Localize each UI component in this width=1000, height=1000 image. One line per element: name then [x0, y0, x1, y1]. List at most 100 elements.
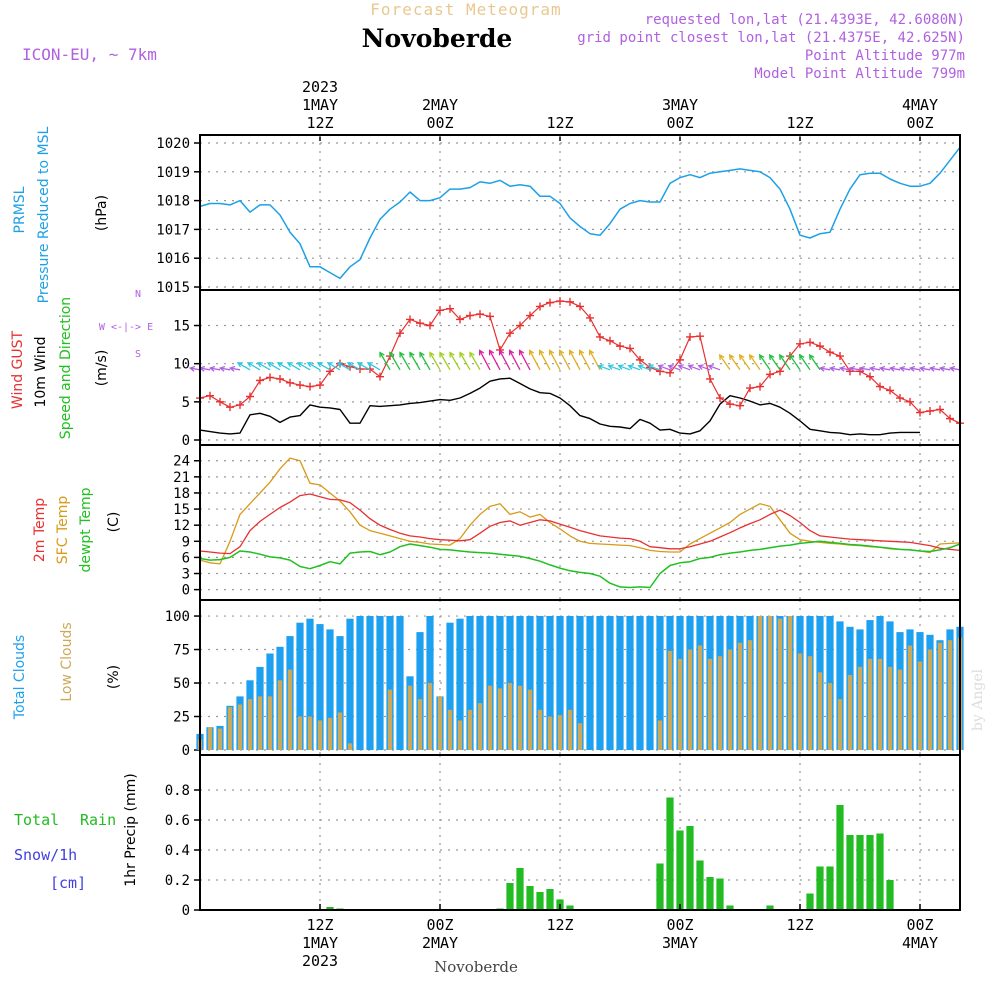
- wind-direction-arrow: [218, 365, 231, 372]
- gust-point: [526, 311, 534, 320]
- wind-direction-arrow: [459, 351, 471, 371]
- clouds-ytick-label: 50: [173, 676, 190, 692]
- wind-gust-line: [199, 300, 961, 424]
- low-cloud-bar: [477, 703, 483, 750]
- total-cloud-bar: [556, 616, 564, 750]
- low-cloud-bar: [557, 715, 563, 750]
- low-cloud-bar: [717, 656, 723, 750]
- low-cloud-bar: [217, 728, 223, 750]
- rain-bar: [666, 797, 674, 910]
- low-cloud-bar: [267, 696, 273, 750]
- wind-direction-arrow: [558, 349, 571, 371]
- gust-point: [676, 355, 684, 364]
- gust-point: [896, 394, 904, 403]
- top-axis-label: 3MAY: [662, 96, 698, 114]
- pressure-panel: 1015 1016 1017 1018 1019 1020 PRMSL Pressure …: [12, 126, 961, 303]
- low-cloud-bar: [457, 720, 463, 750]
- gust-point: [296, 381, 304, 390]
- wind-direction-arrow: [778, 353, 791, 371]
- gust-point: [456, 315, 464, 324]
- wind-direction-arrow: [256, 362, 271, 371]
- precip-ytick-label: 0.2: [165, 873, 190, 889]
- temperature-ytick-label: 6: [182, 550, 190, 566]
- low-cloud-bar: [887, 666, 893, 750]
- total-cloud-bar: [466, 616, 474, 750]
- precip-ytick-label: 0.8: [165, 783, 190, 799]
- bottom-axis-label: 00Z: [666, 916, 693, 934]
- gust-point: [216, 397, 224, 406]
- pressure-ytick-label: 1017: [156, 222, 190, 238]
- temperature-ytick-label: 21: [173, 470, 190, 486]
- wind-10m-line: [199, 377, 920, 436]
- total-cloud-bar: [336, 636, 344, 750]
- gust-point: [696, 332, 704, 341]
- low-cloud-bar: [657, 720, 663, 750]
- low-cloud-bar: [807, 656, 813, 750]
- rain-bar: [846, 835, 854, 910]
- precip-panel: 0 0.2 0.4 0.6 0.8 Total Rain Snow/1h [cm] 1h…: [14, 754, 961, 919]
- low-cloud-bar: [577, 723, 583, 750]
- precip-unit-label: 1hr Precip (mm): [123, 773, 139, 886]
- gust-point: [486, 312, 494, 321]
- gust-point: [606, 336, 614, 345]
- rain-bar: [836, 805, 844, 910]
- gust-point: [436, 306, 444, 315]
- gust-point: [516, 321, 524, 330]
- total-cloud-bar: [576, 616, 584, 750]
- wind-direction-arrow: [838, 365, 851, 372]
- gust-point: [806, 338, 814, 347]
- prmsl-label: PRMSL: [12, 186, 28, 233]
- low-cloud-bar: [687, 649, 693, 750]
- top-axis-label: 2023: [302, 78, 338, 96]
- gust-point: [236, 400, 244, 409]
- low-cloud-bar: [517, 685, 523, 750]
- gust-point: [916, 408, 924, 417]
- gust-point: [566, 297, 574, 306]
- gust-point: [446, 304, 454, 313]
- wind-speed-dir-label: Speed and Direction: [58, 297, 74, 439]
- wind-direction-arrow: [336, 362, 351, 371]
- low-cloud-bar: [787, 616, 793, 750]
- low-cloud-bar: [827, 683, 833, 750]
- wind-direction-arrow: [928, 365, 941, 372]
- low-cloud-bar: [407, 685, 413, 750]
- low-cloud-bar: [297, 716, 303, 750]
- total-cloud-bar: [626, 616, 634, 750]
- gust-point: [926, 407, 934, 415]
- total-cloud-bar: [456, 618, 464, 750]
- wind-direction-arrow: [848, 365, 861, 372]
- rain-bar: [876, 833, 884, 910]
- gust-point: [316, 381, 324, 390]
- low-cloud-bar: [527, 689, 533, 750]
- wind-panel: 0 5 10 15 Wind GUST 10m Wind Speed and Dire…: [10, 289, 964, 449]
- compass-n: N: [135, 289, 141, 300]
- wind-direction-arrow: [687, 364, 701, 371]
- wind-direction-arrow: [429, 351, 441, 371]
- wind-direction-arrow: [878, 365, 891, 372]
- gust-point: [616, 342, 624, 351]
- wind-direction-arrow: [938, 365, 951, 372]
- gust-point: [286, 378, 294, 387]
- gust-point: [666, 368, 674, 377]
- total-cloud-bar: [296, 622, 304, 750]
- low-cloud-bar: [447, 709, 453, 750]
- rain-bar: [866, 835, 874, 910]
- gust-point: [626, 344, 634, 353]
- low-cloud-bar: [677, 658, 683, 750]
- wind-direction-arrow: [738, 353, 751, 371]
- wind-direction-arrow: [697, 364, 711, 371]
- gust-point: [726, 400, 734, 409]
- gust-point: [816, 342, 824, 351]
- gust-point: [946, 414, 954, 423]
- low-cloud-bar: [497, 688, 503, 750]
- pressure-ytick-label: 1019: [156, 165, 190, 181]
- rain-bar: [506, 883, 514, 910]
- gust-point: [276, 374, 284, 383]
- wind-direction-arrow: [228, 365, 241, 372]
- wind-direction-arrow: [798, 353, 811, 371]
- low-cloud-bar: [847, 675, 853, 750]
- low-cloud-bar: [427, 683, 433, 750]
- gust-point: [706, 374, 714, 383]
- total-cloud-bar: [326, 629, 334, 750]
